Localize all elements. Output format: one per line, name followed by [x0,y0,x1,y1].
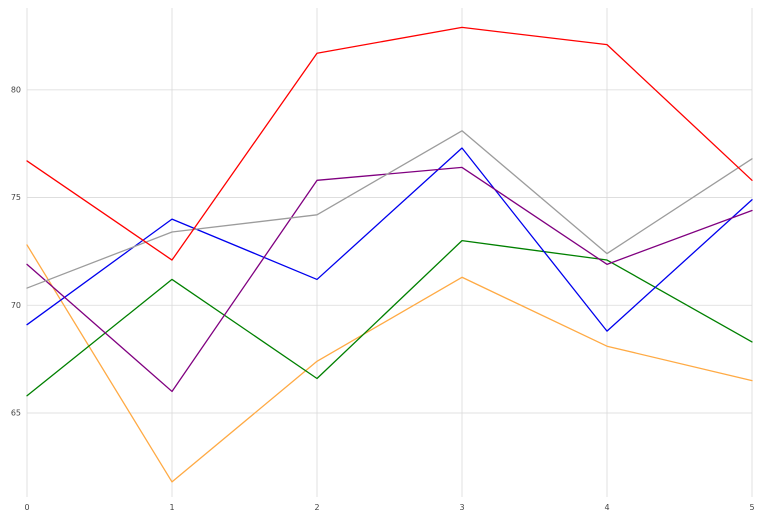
x-tick-label: 2 [314,503,319,512]
y-tick-label: 65 [11,408,21,417]
x-tick-label: 1 [169,503,174,512]
red-series-line [26,26,753,261]
blue-series-line [26,147,753,332]
green-series-line [26,240,753,397]
y-tick-label: 80 [11,85,21,94]
x-tick-label: 5 [749,503,754,512]
x-tick-label: 4 [604,503,609,512]
y-tick-label: 70 [11,301,21,310]
purple-series-line [26,166,753,393]
orange-series-line [26,244,753,483]
y-tick-label: 75 [11,193,21,202]
x-tick-label: 3 [459,503,464,512]
gray-series-line [26,130,753,289]
x-tick-label: 0 [24,503,29,512]
